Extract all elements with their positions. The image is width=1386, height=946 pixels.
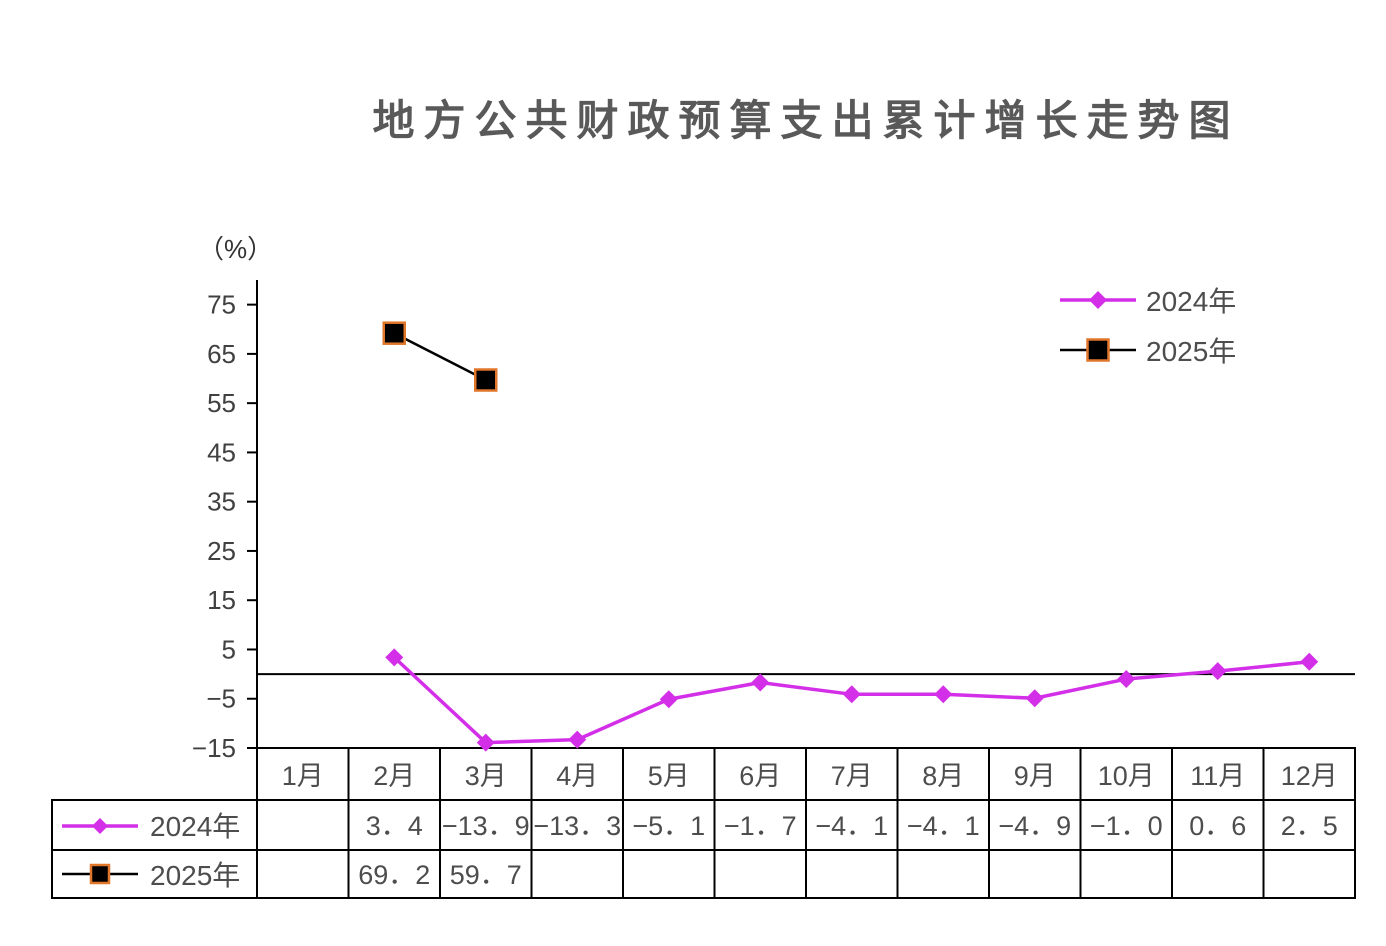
y-axis: 75 65 55 45 35 25 15 5 −5 −15 xyxy=(192,280,1355,899)
x-category-label: 9月 xyxy=(1014,761,1056,791)
x-category-label: 1月 xyxy=(282,761,324,791)
data-point xyxy=(842,685,861,704)
table-row-label-text: 2025年 xyxy=(150,860,240,891)
x-category-label: 8月 xyxy=(922,761,964,791)
y-tick-label: 75 xyxy=(207,290,236,320)
square-icon xyxy=(1086,338,1110,362)
diamond-icon xyxy=(1089,291,1107,309)
data-point xyxy=(382,321,406,345)
table-cell-value: −13．3 xyxy=(533,811,621,841)
table-row-label-2025: 2025年 xyxy=(62,860,240,891)
table-cell-value: −5．1 xyxy=(632,811,705,841)
y-tick-label: 45 xyxy=(207,437,236,467)
table-cell-value: 2．5 xyxy=(1281,811,1338,841)
x-category-label: 4月 xyxy=(556,761,598,791)
x-category-label: 11月 xyxy=(1190,761,1245,791)
table-cell-value: −1．7 xyxy=(724,811,797,841)
diamond-icon xyxy=(92,818,108,834)
series-2025 xyxy=(382,321,498,392)
x-category-label: 7月 xyxy=(831,761,873,791)
data-point xyxy=(751,673,770,692)
table-row-label-2024: 2024年 xyxy=(62,811,240,842)
legend-label: 2024年 xyxy=(1146,286,1236,317)
data-point xyxy=(1025,689,1044,708)
data-point xyxy=(568,730,587,749)
y-tick-label: 55 xyxy=(207,388,236,418)
y-tick-label: −5 xyxy=(206,684,236,714)
y-tick-label: 15 xyxy=(207,585,236,615)
y-tick-label: 25 xyxy=(207,536,236,566)
legend-label: 2025年 xyxy=(1146,336,1236,367)
table-cell-value: 0．6 xyxy=(1189,811,1246,841)
series-2024 xyxy=(385,648,1319,752)
square-icon xyxy=(89,863,111,885)
x-category-label: 10月 xyxy=(1098,761,1155,791)
legend-item-2025: 2025年 xyxy=(1060,336,1236,367)
table-cell-value: 69．2 xyxy=(358,860,430,890)
x-category-label: 3月 xyxy=(465,761,507,791)
legend-item-2024: 2024年 xyxy=(1060,286,1236,317)
x-category-label: 5月 xyxy=(648,761,690,791)
data-point xyxy=(385,648,404,667)
data-point xyxy=(1208,662,1227,681)
x-category-label: 6月 xyxy=(739,761,781,791)
data-point xyxy=(1300,652,1319,671)
data-point xyxy=(474,368,498,392)
series-layer xyxy=(382,321,1319,752)
table-cell-value: −4．9 xyxy=(998,811,1071,841)
y-tick-label: −15 xyxy=(192,733,236,763)
y-tick-label: 35 xyxy=(207,487,236,517)
data-point xyxy=(934,685,953,704)
legend: 2024年 2025年 xyxy=(1060,286,1236,367)
table-cell-value: 3．4 xyxy=(366,811,423,841)
table-cell-value: −1．0 xyxy=(1090,811,1163,841)
data-point xyxy=(1117,670,1136,689)
table-cell-value: −4．1 xyxy=(815,811,888,841)
table-row-label-text: 2024年 xyxy=(150,811,240,842)
series-line xyxy=(393,332,487,382)
table-cell-value: −13．9 xyxy=(442,811,530,841)
table-cell-value: 59．7 xyxy=(450,860,522,890)
table-cell-value: −4．1 xyxy=(907,811,980,841)
chart-title: 地方公共财政预算支出累计增长走势图 xyxy=(372,97,1239,144)
data-point xyxy=(476,733,495,752)
y-tick-label: 65 xyxy=(207,339,236,369)
y-axis-label: （%） xyxy=(198,234,273,264)
x-category-label: 2月 xyxy=(373,761,415,791)
data-table: 2024年 2025年 1月 2月 3月 4月 5月 6月 7月 8月 9月 10月 11月 12月 3… xyxy=(51,747,1356,899)
y-tick-label: 5 xyxy=(222,634,236,664)
x-category-label: 12月 xyxy=(1281,761,1338,791)
data-point xyxy=(659,690,678,709)
